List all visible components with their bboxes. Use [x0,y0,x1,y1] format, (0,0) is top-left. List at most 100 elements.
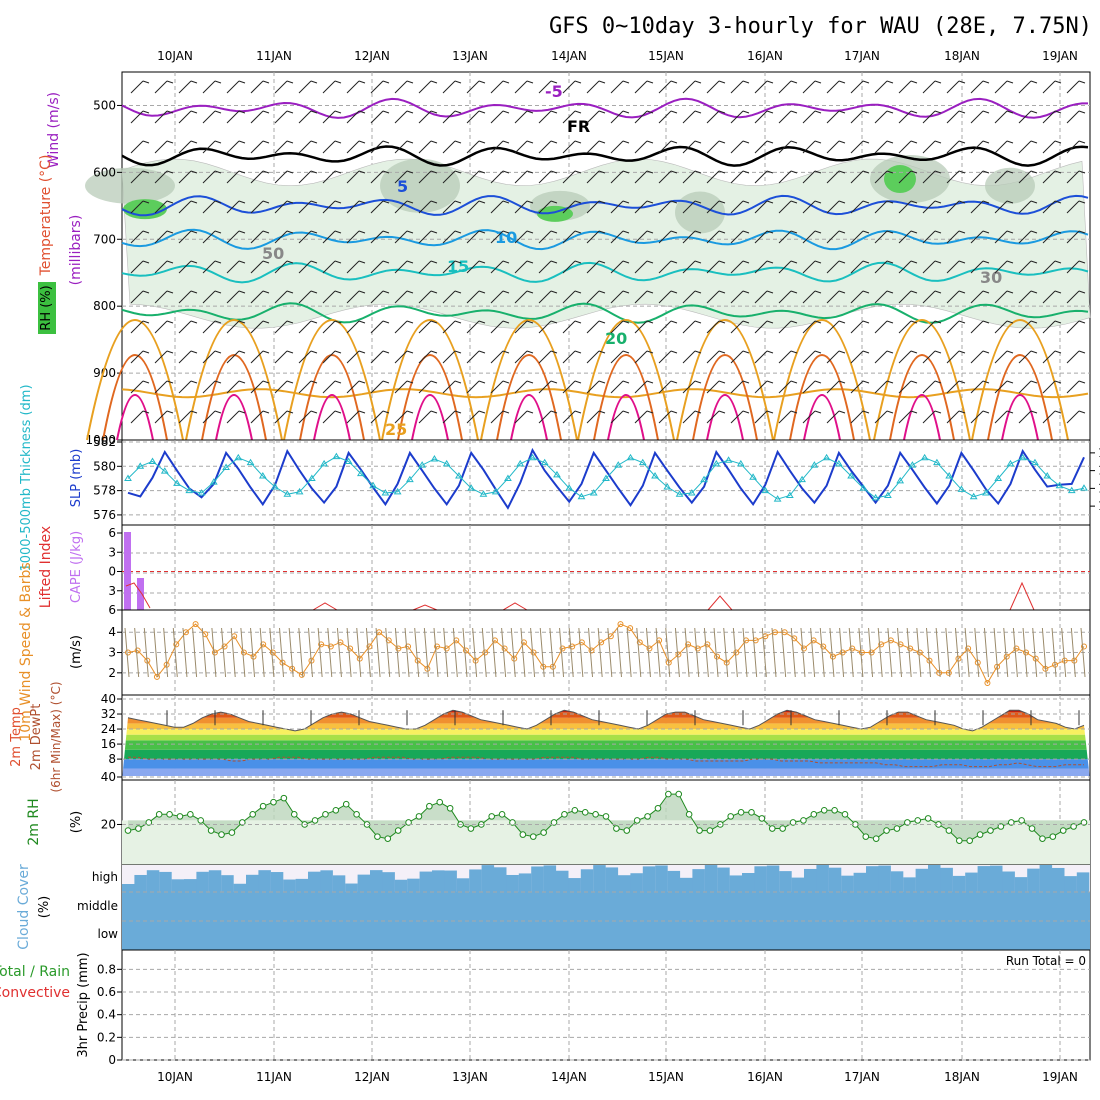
cloud-high-bar [518,873,532,892]
rh-marker [779,825,786,832]
wind-barb [1054,170,1062,174]
rh-marker [176,813,184,820]
ylabel-wind-speed: 10m Wind Speed & Barbs [18,562,34,741]
wind-barb [646,170,654,174]
wind-barb [202,290,216,304]
wind-speed-marker [887,637,894,644]
wind-barb [838,170,846,174]
wind-barb [682,110,696,124]
wind-barb [478,260,486,264]
wind-barb [1018,140,1032,154]
cloud-high-bar [494,867,507,892]
wind-barb [394,140,408,154]
wind-barb [334,260,342,264]
date-label-16jan: 16JAN [747,1070,783,1084]
wind-barb [598,350,606,354]
rh-marker [1007,819,1015,826]
wind-barb [298,140,312,154]
wind-barb [1030,410,1038,414]
wind-barb [466,80,480,94]
wind-barb [166,200,174,204]
wind-barb [163,627,169,678]
wind-barb [1070,627,1076,678]
wind-barb [874,170,888,184]
wind-barb [934,230,942,234]
wind-barb [910,380,918,384]
y-tick-label: 3 [108,545,116,559]
wind-barb [982,260,990,264]
wind-barb [442,260,456,274]
wind-barb [754,410,768,424]
thickness-marker [884,491,892,498]
rh-marker [353,811,360,818]
wind-barb [682,80,696,94]
wind-barb [802,230,816,244]
wind-barb [850,260,864,274]
wind-barb [598,80,606,84]
wind-barb [754,320,768,334]
wind-speed-marker [578,639,585,646]
temperature-band [122,723,1090,730]
wind-barb [586,80,600,94]
wind-barb [382,230,390,234]
wind-barb [538,380,552,394]
wind-barb [418,260,432,274]
wind-barb [682,200,696,214]
wind-barb [994,170,1008,184]
wind-barb [578,627,584,678]
wind-barb [394,350,408,364]
wind-barb [887,627,893,678]
wind-barb [490,110,504,124]
wind-barb [839,627,845,678]
rh-marker [831,806,838,814]
wind-barb [826,230,840,244]
chart-title: GFS 0~10day 3-hourly for WAU (28E, 7.75N… [549,14,1092,39]
wind-barb [202,140,216,154]
wind-barb [269,627,275,678]
wind-barb [1030,230,1038,234]
wind-barb [394,627,400,678]
temperature-contour-surface [201,354,267,441]
rh-marker [166,811,173,818]
wind-barb [238,140,246,144]
wind-barb [1006,170,1014,174]
wind-barb [598,110,606,114]
wind-barb [226,380,240,394]
cloud-high-bar [890,871,904,892]
wind-barb [274,380,288,394]
wind-barb [1066,410,1080,424]
wind-barb [526,380,534,384]
wind-barb [358,320,366,324]
wind-barb [934,80,942,84]
wind-barb [192,627,198,678]
wind-barb [718,410,726,414]
wind-barb [322,260,336,274]
wind-barb [706,350,720,364]
cloud-high-bar [928,865,941,892]
wind-speed-marker [405,643,412,650]
wind-barb [382,380,390,384]
wind-barb [334,290,342,294]
rh-marker [654,804,662,812]
rh-marker [239,819,246,826]
wind-barb [766,140,774,144]
wind-barb [634,350,648,364]
wind-barb [634,260,648,274]
wind-barb [958,350,966,354]
wind-barb [550,380,558,384]
wind-barb [819,627,825,678]
wind-barb [732,627,738,678]
wind-barb [514,380,528,394]
wind-barb [358,230,366,234]
wind-barb [586,230,600,244]
wind-barb [766,110,774,114]
wind-barb [502,110,510,114]
wind-barb [226,320,240,334]
wind-barb [130,380,144,394]
wind-barb [766,80,774,84]
wind-barb [166,320,174,324]
rh-shading [85,167,175,204]
wind-barb [250,350,264,364]
wind-barb [526,350,534,354]
